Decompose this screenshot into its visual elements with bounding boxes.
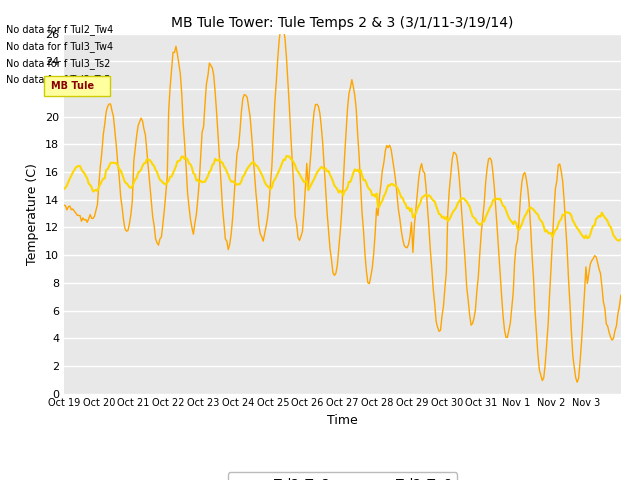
Legend: Tul2_Ts-2, Tul2_Ts-8: Tul2_Ts-2, Tul2_Ts-8 [228,472,457,480]
Text: MB Tule: MB Tule [51,81,94,91]
Text: No data for f Tul2_Tw4: No data for f Tul2_Tw4 [6,24,114,35]
Title: MB Tule Tower: Tule Temps 2 & 3 (3/1/11-3/19/14): MB Tule Tower: Tule Temps 2 & 3 (3/1/11-… [172,16,513,30]
Text: No data for f Tul3_Tw4: No data for f Tul3_Tw4 [6,41,113,52]
Text: No data for f Tul3_Ts2: No data for f Tul3_Ts2 [6,58,111,69]
Y-axis label: Temperature (C): Temperature (C) [26,163,39,264]
Text: No data for f Tul3_Ts5: No data for f Tul3_Ts5 [6,74,111,85]
X-axis label: Time: Time [327,414,358,427]
